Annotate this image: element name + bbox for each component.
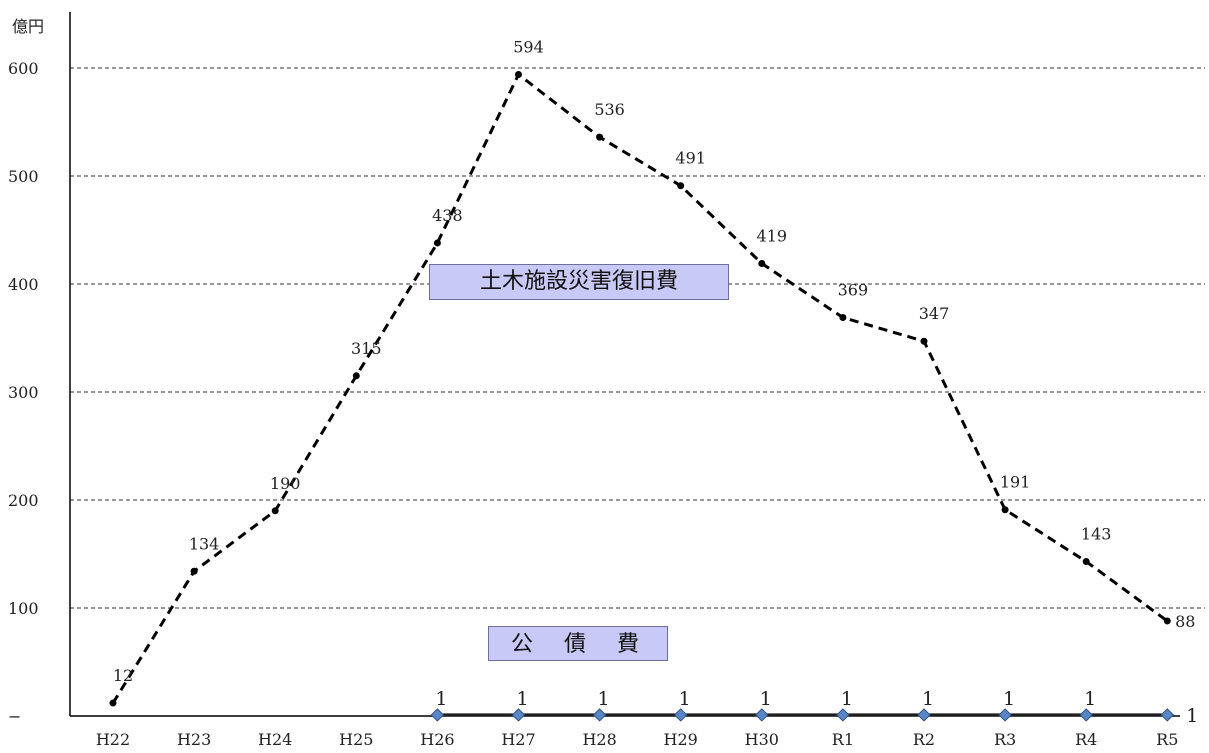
data-label: 438 <box>432 206 463 225</box>
data-point <box>758 259 766 267</box>
x-tick-label: H26 <box>420 730 454 749</box>
x-tick-label: H23 <box>177 730 211 749</box>
series-label-disaster-recovery: 土木施設災害復旧費 <box>429 264 729 300</box>
y-tick-label: 200 <box>8 491 39 510</box>
x-tick-label: R5 <box>1156 730 1178 749</box>
data-point <box>1079 708 1093 722</box>
y-tick-label: 400 <box>8 275 39 294</box>
x-tick-label: R4 <box>1075 730 1097 749</box>
y-tick-label: 600 <box>8 59 39 78</box>
data-point <box>109 699 117 707</box>
data-label: 1 <box>1003 688 1015 710</box>
x-tick-label: H28 <box>582 730 616 749</box>
x-tick-label: H30 <box>745 730 779 749</box>
data-label: 143 <box>1081 525 1112 544</box>
data-point <box>1082 558 1090 566</box>
data-label: 134 <box>189 534 220 553</box>
data-point <box>1001 506 1009 514</box>
y-tick-label: − <box>8 707 21 726</box>
data-point <box>596 133 604 141</box>
y-tick-labels: 600 500 400 300 200 100 − <box>8 59 39 726</box>
y-unit-label: 億円 <box>12 17 44 36</box>
data-label: 1 <box>922 688 934 710</box>
data-label: 1 <box>598 688 610 710</box>
data-point <box>352 372 360 380</box>
data-point <box>511 708 526 722</box>
series-label-debt-service: 公 債 費 <box>488 626 668 661</box>
x-tick-label: H24 <box>258 730 292 749</box>
data-label: 347 <box>919 304 950 323</box>
data-point <box>839 313 847 321</box>
data-label: 191 <box>1000 473 1031 492</box>
series-line <box>111 72 1169 704</box>
data-label: 1 <box>679 688 691 710</box>
gridlines <box>70 67 1205 609</box>
data-point <box>836 708 850 722</box>
data-point <box>1163 617 1171 625</box>
data-label: 369 <box>838 280 869 299</box>
x-tick-label: R2 <box>913 730 935 749</box>
data-point <box>515 70 522 78</box>
data-label: 1 <box>841 688 853 710</box>
data-point <box>998 708 1012 722</box>
x-tick-labels: H22 H23 H24 H25 H26 H27 H28 H29 H30 R1 R2 R3 R4 R5 <box>96 730 1179 749</box>
data-point <box>190 567 198 575</box>
y-tick-label: 100 <box>8 599 39 618</box>
series-disaster-recovery: 12 134 190 315 438 594 536 491 419 369 347 191 143 88 <box>109 37 1195 707</box>
data-label: 491 <box>675 149 706 168</box>
data-label: 315 <box>351 339 382 358</box>
data-label: 190 <box>270 474 301 493</box>
x-tick-label: R3 <box>994 730 1016 749</box>
data-point <box>433 239 441 247</box>
data-label: 419 <box>757 226 788 245</box>
data-point <box>755 708 769 722</box>
data-point <box>1160 708 1175 722</box>
x-tick-label: H27 <box>501 730 535 749</box>
data-point <box>917 708 931 722</box>
data-label: 1 <box>1186 705 1198 727</box>
data-point <box>920 337 928 345</box>
data-point <box>430 708 445 722</box>
data-label: 12 <box>113 666 133 685</box>
data-label: 1 <box>1084 688 1096 710</box>
data-label: 1 <box>435 688 447 710</box>
data-label: 594 <box>513 37 544 56</box>
x-tick-label: H29 <box>664 730 698 749</box>
series-debt-service: 1 1 1 1 1 1 1 1 1 1 <box>430 688 1198 727</box>
data-label: 88 <box>1175 612 1195 631</box>
y-tick-label: 500 <box>8 167 39 186</box>
x-tick-label: R1 <box>832 730 854 749</box>
data-label: 1 <box>516 688 528 710</box>
x-tick-label: H25 <box>339 730 373 749</box>
x-tick-label: H22 <box>96 730 130 749</box>
data-label: 1 <box>760 688 772 710</box>
data-point <box>592 708 607 722</box>
data-point <box>677 182 685 190</box>
data-label: 536 <box>594 100 625 119</box>
y-tick-label: 300 <box>8 383 39 402</box>
data-point <box>271 507 279 515</box>
data-point <box>673 708 688 722</box>
